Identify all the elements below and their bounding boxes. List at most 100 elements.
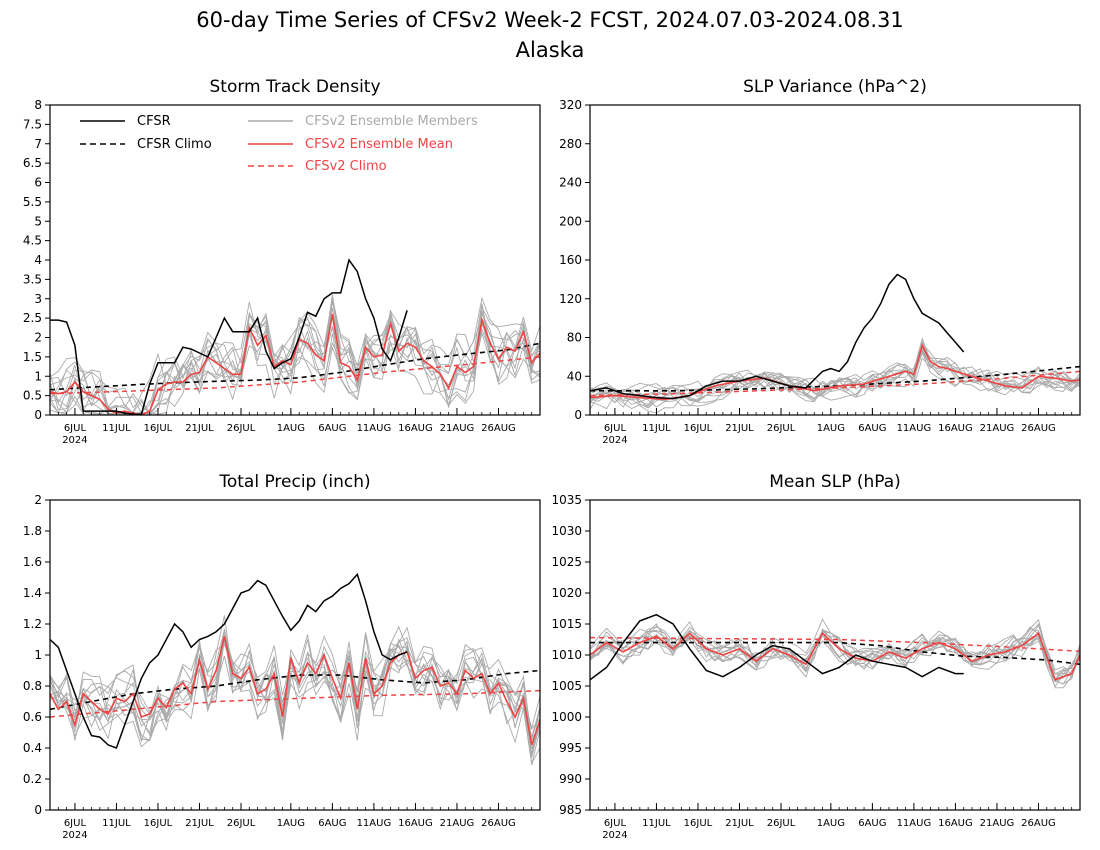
- x-year-label: 2024: [602, 435, 627, 446]
- y-tick-label: 8: [34, 98, 42, 112]
- y-tick-label: 7.5: [23, 117, 42, 131]
- x-tick-label: 21AUG: [440, 818, 475, 829]
- y-tick-label: 1: [34, 369, 42, 383]
- panel-title: Mean SLP (hPa): [769, 472, 901, 492]
- x-tick-label: 21AUG: [440, 423, 475, 434]
- x-tick-label: 26JUL: [767, 818, 796, 829]
- y-tick-label: 4.5: [23, 234, 42, 248]
- plot-area: [50, 572, 540, 766]
- y-tick-label: 2.5: [23, 311, 42, 325]
- x-tick-label: 6AUG: [858, 423, 886, 434]
- x-tick-label: 26AUG: [481, 818, 516, 829]
- ensemble-member-line: [590, 620, 1080, 689]
- y-tick-label: 0.5: [23, 389, 42, 403]
- x-tick-label: 21JUL: [725, 818, 754, 829]
- x-tick-label: 6AUG: [318, 818, 346, 829]
- y-tick-label: 990: [559, 772, 582, 786]
- x-tick-label: 6AUG: [858, 818, 886, 829]
- y-tick-label: 7: [34, 137, 42, 151]
- y-tick-label: 1: [34, 648, 42, 662]
- panel-slp-variance: SLP Variance (hPa^2) 0 40 80 120 160 200 240 280…: [559, 77, 1081, 446]
- x-tick-label: 6JUL: [604, 818, 627, 829]
- legend-label: CFSv2 Ensemble Mean: [305, 137, 453, 152]
- x-tick-label: 6AUG: [318, 423, 346, 434]
- x-tick-label: 16JUL: [684, 423, 713, 434]
- cfsr-line: [50, 258, 408, 415]
- y-tick-label: 6: [34, 176, 42, 190]
- y-tick-label: 0.2: [23, 772, 42, 786]
- y-tick-label: 1000: [551, 710, 582, 724]
- y-tick-label: 3: [34, 292, 42, 306]
- cfsr-climo-line: [50, 342, 540, 391]
- y-tick-label: 1.4: [23, 586, 42, 600]
- y-tick-label: 5: [34, 214, 42, 228]
- y-tick-label: 160: [559, 253, 582, 267]
- y-tick-label: 280: [559, 137, 582, 151]
- x-tick-label: 26AUG: [1021, 423, 1056, 434]
- y-tick-label: 985: [559, 803, 582, 817]
- x-tick-label: 16JUL: [144, 423, 173, 434]
- x-year-label: 2024: [62, 435, 87, 446]
- y-tick-label: 320: [559, 98, 582, 112]
- x-tick-label: 21JUL: [725, 423, 754, 434]
- y-tick-label: 1.8: [23, 524, 42, 538]
- panel-title: SLP Variance (hPa^2): [743, 77, 927, 97]
- ensemble-member-line: [50, 298, 540, 414]
- y-tick-label: 200: [559, 214, 582, 228]
- y-tick-label: 1035: [551, 493, 582, 507]
- y-tick-label: 0: [34, 803, 42, 817]
- panel-title: Storm Track Density: [209, 77, 380, 97]
- figure-subtitle: Alaska: [516, 38, 585, 62]
- y-tick-label: 995: [559, 741, 582, 755]
- legend-label: CFSv2 Climo: [305, 159, 387, 174]
- y-tick-label: 40: [567, 369, 582, 383]
- plot-area: [590, 613, 1080, 689]
- y-tick-label: 0.8: [23, 679, 42, 693]
- cfsv2-climo-line: [50, 689, 540, 718]
- x-tick-label: 11JUL: [102, 818, 131, 829]
- x-tick-label: 11AUG: [357, 423, 392, 434]
- y-tick-label: 6.5: [23, 156, 42, 170]
- ensemble-member-line: [50, 631, 540, 730]
- cfsr-climo-line: [590, 365, 1080, 392]
- x-tick-label: 21AUG: [980, 423, 1015, 434]
- panel-total-precip: Total Precip (inch) 0 0.2 0.4 0.6 0.8 1 1.2 1.4 1…: [23, 472, 541, 841]
- x-tick-label: 16AUG: [938, 818, 973, 829]
- y-tick-label: 2: [34, 331, 42, 345]
- y-tick-label: 2: [34, 493, 42, 507]
- cfsv2-climo-line: [50, 356, 540, 395]
- ensemble-member-line: [590, 345, 1080, 408]
- x-tick-label: 21JUL: [185, 423, 214, 434]
- y-tick-label: 120: [559, 292, 582, 306]
- plot-frame: [589, 104, 1081, 416]
- y-tick-label: 1025: [551, 555, 582, 569]
- x-tick-label: 26JUL: [227, 423, 256, 434]
- legend-label: CFSR Climo: [137, 137, 212, 152]
- ensemble-member-line: [590, 349, 1080, 401]
- ensemble-member-line: [50, 294, 540, 414]
- x-tick-label: 26AUG: [481, 423, 516, 434]
- x-tick-label: 11JUL: [642, 818, 671, 829]
- ensemble-mean-line: [50, 636, 540, 746]
- y-tick-label: 3.5: [23, 272, 42, 286]
- x-tick-label: 21AUG: [980, 818, 1015, 829]
- legend-label: CFSR: [137, 114, 171, 129]
- y-tick-label: 1.5: [23, 350, 42, 364]
- ensemble-mean-line: [590, 632, 1080, 681]
- cfsr-line: [50, 572, 408, 749]
- figure-title: 60-day Time Series of CFSv2 Week-2 FCST,…: [196, 8, 903, 32]
- x-tick-label: 16AUG: [938, 423, 973, 434]
- ensemble-member-line: [590, 630, 1080, 678]
- ensemble-member-line: [50, 640, 540, 765]
- x-tick-label: 11AUG: [357, 818, 392, 829]
- y-tick-label: 0.6: [23, 710, 42, 724]
- panel-title: Total Precip (inch): [218, 472, 370, 492]
- y-tick-label: 1.6: [23, 555, 42, 569]
- y-tick-label: 1010: [551, 648, 582, 662]
- plot-area: [590, 273, 1080, 414]
- x-tick-label: 16JUL: [684, 818, 713, 829]
- panel-storm-track-density: Storm Track Density 0 0.5 1 1.5 2 2.5 3 3.5 4 4.5 5…: [23, 77, 541, 446]
- ensemble-member-line: [50, 635, 540, 749]
- x-year-label: 2024: [602, 830, 627, 841]
